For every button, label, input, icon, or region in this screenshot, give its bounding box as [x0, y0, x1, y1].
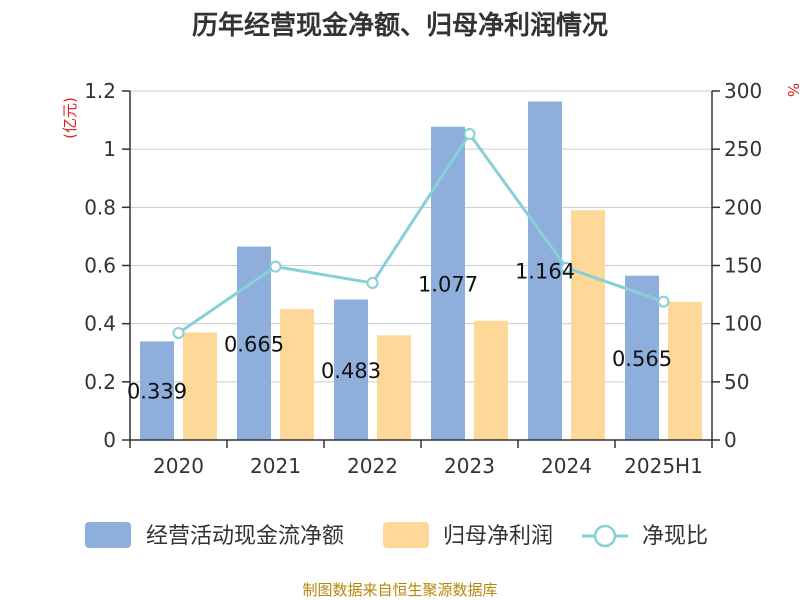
- data-label-cashflow: 0.565: [612, 347, 672, 371]
- source-note: 制图数据来自恒生聚源数据库: [302, 581, 497, 599]
- left-axis-tick-label: 0: [103, 428, 116, 452]
- left-axis-tick-label: 0.2: [84, 370, 116, 394]
- bar-cashflow: [334, 299, 368, 440]
- bar-net-profit: [280, 309, 314, 440]
- data-label-cashflow: 0.665: [224, 332, 284, 356]
- legend-swatch-net-profit: [383, 522, 429, 548]
- right-axis-unit: %: [784, 83, 800, 97]
- point-cash-ratio: [269, 260, 282, 273]
- right-axis-tick-label: 300: [724, 79, 762, 103]
- bar-cashflow: [431, 126, 465, 441]
- bar-net-profit: [474, 320, 508, 440]
- left-axis-tick-label: 0.4: [84, 312, 116, 336]
- point-cash-ratio: [172, 326, 185, 339]
- left-axis-tick-label: 1.2: [84, 79, 116, 103]
- data-label-cashflow: 1.077: [418, 272, 478, 296]
- legend-item-net-profit[interactable]: 归母净利润: [383, 522, 553, 549]
- data-label-cashflow: 0.483: [321, 359, 381, 383]
- right-axis-tick-label: 100: [724, 312, 762, 336]
- axes: 0 0.2 0.4 0.6 0.8 1 1.2 0 50 100 150 200 250 300 2020 2…: [84, 79, 762, 478]
- line-series-group: [172, 128, 670, 339]
- data-label-cashflow: 1.164: [515, 260, 575, 284]
- x-axis-tick-label: 2021: [250, 454, 301, 478]
- data-labels: 0.339 0.665 0.483 1.077 1.164 0.565: [127, 260, 672, 404]
- right-axis-tick-label: 250: [724, 137, 762, 161]
- legend-item-cash-ratio[interactable]: 净现比: [582, 524, 708, 549]
- right-axis-tick-label: 0: [724, 428, 737, 452]
- right-axis-tick-label: 150: [724, 254, 762, 278]
- left-axis-unit: (亿元): [61, 97, 79, 139]
- legend-item-cashflow[interactable]: 经营活动现金流净额: [85, 522, 344, 549]
- bar-net-profit: [668, 301, 702, 440]
- x-axis-tick-label: 2022: [347, 454, 398, 478]
- bar-net-profit: [571, 210, 605, 440]
- bar-cashflow: [528, 101, 562, 440]
- point-cash-ratio: [463, 128, 476, 141]
- x-axis-tick-label: 2023: [444, 454, 495, 478]
- legend-swatch-cashflow: [85, 522, 131, 548]
- data-label-cashflow: 0.339: [127, 380, 187, 404]
- legend-label-cashflow: 经营活动现金流净额: [146, 524, 344, 549]
- x-axis-tick-label: 2024: [541, 454, 592, 478]
- legend-label-cash-ratio: 净现比: [642, 524, 708, 549]
- point-cash-ratio: [657, 295, 670, 308]
- point-cash-ratio: [560, 261, 573, 274]
- bar-cashflow: [140, 341, 174, 440]
- right-axis-tick-label: 50: [724, 370, 749, 394]
- x-axis-tick-label: 2020: [153, 454, 204, 478]
- legend: 经营活动现金流净额 归母净利润 净现比: [85, 522, 708, 549]
- chart-title: 历年经营现金净额、归母净利润情况: [192, 10, 608, 41]
- bar-cashflow: [625, 275, 659, 440]
- legend-marker-cash-ratio: [593, 524, 617, 548]
- left-axis-tick-label: 0.6: [84, 254, 116, 278]
- grid-lines: [130, 90, 712, 383]
- bar-cashflow: [237, 246, 271, 440]
- bar-net-profit: [183, 332, 217, 440]
- legend-label-net-profit: 归母净利润: [443, 524, 553, 549]
- left-axis-tick-label: 0.8: [84, 195, 116, 219]
- line-cash-ratio: [177, 131, 664, 335]
- bar-series-group: [140, 101, 702, 441]
- x-axis-tick-label: 2025H1: [624, 454, 703, 478]
- right-axis-tick-label: 200: [724, 195, 762, 219]
- left-axis-tick-label: 1: [103, 137, 116, 161]
- point-cash-ratio: [366, 276, 379, 289]
- bar-net-profit: [377, 335, 411, 440]
